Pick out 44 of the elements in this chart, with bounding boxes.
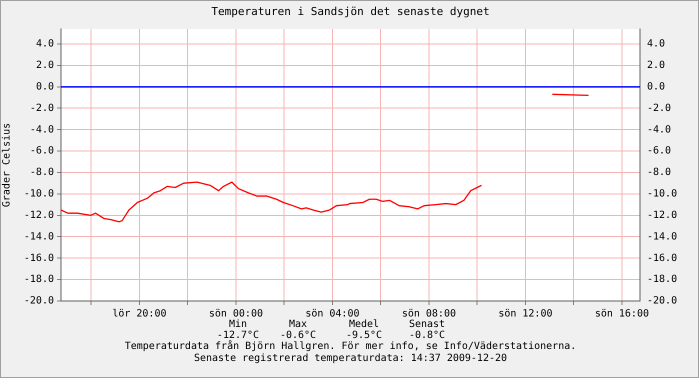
y2-tick-label: -4.0 [647, 124, 672, 136]
x-tick-label: sön 08:00 [402, 308, 456, 320]
text: -12.7°C [216, 330, 260, 341]
y-tick-label: -18.0 [24, 274, 54, 286]
y-tick-label: -4.0 [30, 124, 54, 136]
y-tick-label: 2.0 [36, 60, 54, 72]
text: Senaste registrerad temperaturdata: 14:37 2009-12-20 [192, 353, 508, 364]
x-tick-label: sön 04:00 [305, 308, 360, 320]
y-tick-label: -8.0 [30, 167, 54, 178]
y2-tick-label: -6.0 [647, 146, 672, 157]
text: Medel [348, 319, 380, 330]
text: Senast [408, 319, 446, 330]
x-tick-label: sön 16:00 [594, 308, 649, 320]
y-tick-label: -14.0 [24, 231, 54, 242]
y2-tick-label: 2.0 [647, 60, 666, 72]
x-tick-label: lör 20:00 [112, 308, 166, 320]
y2-tick-label: -14.0 [647, 231, 678, 242]
y-axis-title: Grader Celsius [2, 122, 13, 208]
y2-tick-label: -2.0 [647, 102, 672, 114]
y-tick-label: -20.0 [24, 296, 54, 307]
text: -0.6°C [278, 330, 318, 341]
y2-tick-label: -8.0 [647, 167, 672, 178]
text: Temperaturdata från Björn Hallgren. För mer info, se Info/Väderstationerna. [124, 341, 578, 352]
y2-tick-label: -18.0 [647, 274, 678, 286]
y-tick-label: -12.0 [24, 210, 54, 221]
y2-tick-label: 0.0 [647, 81, 666, 92]
y2-tick-label: -10.0 [647, 188, 678, 200]
x-tick-label: sön 12:00 [498, 308, 552, 320]
text: -9.5°C [344, 330, 384, 341]
y-tick-label: 0.0 [36, 81, 54, 92]
y-tick-label: -16.0 [24, 252, 54, 264]
y-tick-label: -10.0 [24, 188, 54, 200]
chart-title: Temperaturen i Sandsjön det senaste dygnet [210, 5, 491, 18]
y2-tick-label: -16.0 [647, 252, 678, 264]
text: Max [288, 319, 308, 330]
y-tick-label: -6.0 [30, 146, 54, 157]
y2-tick-label: -20.0 [647, 296, 678, 307]
y-tick-label: -2.0 [30, 102, 54, 114]
text: -0.8°C [408, 330, 446, 341]
y2-tick-label: 4.0 [647, 38, 666, 50]
y-tick-label: 4.0 [36, 38, 54, 50]
y2-tick-label: -12.0 [647, 210, 678, 221]
text: Min [228, 319, 248, 330]
x-tick-label: sön 00:00 [208, 308, 263, 320]
